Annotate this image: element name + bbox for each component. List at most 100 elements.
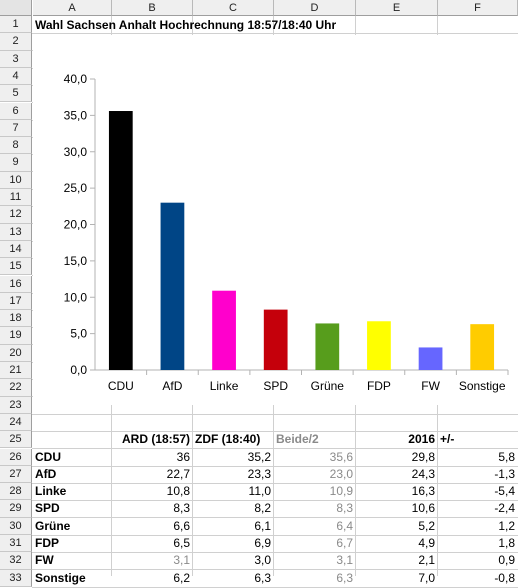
cell-diff[interactable]: -5,4 <box>494 484 515 499</box>
cell-zdf[interactable]: 8,2 <box>254 501 271 516</box>
row-header-24[interactable]: 24 <box>0 413 32 432</box>
cell-diff[interactable]: 1,8 <box>498 536 515 550</box>
row-header-9[interactable]: 9 <box>0 154 32 172</box>
row-header-2[interactable]: 2 <box>0 33 32 51</box>
header-2016[interactable]: 2016 <box>408 432 435 447</box>
cell-beide[interactable]: 6,4 <box>336 518 353 533</box>
row-header-5[interactable]: 5 <box>0 85 32 103</box>
column-header-e[interactable]: E <box>356 0 438 16</box>
header-ard[interactable]: ARD (18:57) <box>121 432 190 447</box>
cell-y2016[interactable]: 10,6 <box>411 501 435 516</box>
cell-ard[interactable]: 22,7 <box>166 466 190 481</box>
cell-ard[interactable]: 6,5 <box>173 536 190 550</box>
row-header-16[interactable]: 16 <box>0 275 32 293</box>
row-header-19[interactable]: 19 <box>0 327 32 345</box>
row-header-26[interactable]: 26 <box>0 448 32 466</box>
cell-y2016[interactable]: 4,9 <box>418 536 435 550</box>
header-diff[interactable]: +/- <box>440 432 455 447</box>
row-header-30[interactable]: 30 <box>0 517 32 535</box>
row-header-12[interactable]: 12 <box>0 206 32 224</box>
row-header-10[interactable]: 10 <box>0 171 32 189</box>
row-header-18[interactable]: 18 <box>0 310 32 328</box>
cell-party[interactable]: AfD <box>35 466 57 481</box>
select-all-corner[interactable] <box>0 0 32 16</box>
cell-zdf[interactable]: 3,0 <box>254 553 271 568</box>
cell-diff[interactable]: -1,3 <box>494 466 515 481</box>
row-header-8[interactable]: 8 <box>0 137 32 155</box>
cell-y2016[interactable]: 5,2 <box>418 518 435 533</box>
column-header-d[interactable]: D <box>274 0 356 16</box>
cell-diff[interactable]: 0,9 <box>498 553 515 568</box>
cell-party[interactable]: Linke <box>35 484 67 499</box>
header-beide[interactable]: Beide/2 <box>276 432 319 447</box>
row-header-14[interactable]: 14 <box>0 240 32 259</box>
cell-diff[interactable]: -0,8 <box>494 570 515 585</box>
cell-diff[interactable]: 1,2 <box>498 518 515 533</box>
cell-beide[interactable]: 3,1 <box>336 553 353 568</box>
row-header-11[interactable]: 11 <box>0 189 32 207</box>
cell-party[interactable]: SPD <box>35 501 60 516</box>
cell-ard[interactable]: 6,6 <box>173 518 190 533</box>
cell-party[interactable]: FW <box>35 553 54 568</box>
cell-ard[interactable]: 6,2 <box>173 570 190 585</box>
row-header-4[interactable]: 4 <box>0 67 32 86</box>
cell-y2016[interactable]: 2,1 <box>418 553 435 568</box>
cell-diff[interactable]: -2,4 <box>494 501 515 516</box>
cell-ard[interactable]: 8,3 <box>173 501 190 516</box>
column-header-f[interactable]: F <box>438 0 518 16</box>
x-tick-label: CDU <box>108 379 134 393</box>
column-header-c[interactable]: C <box>193 0 274 16</box>
cell-zdf[interactable]: 11,0 <box>248 484 271 499</box>
row-header-7[interactable]: 7 <box>0 119 32 138</box>
row-gridline <box>32 517 518 519</box>
cell-y2016[interactable]: 29,8 <box>411 449 435 464</box>
cell-y2016[interactable]: 16,3 <box>411 484 435 499</box>
x-tick-label: FDP <box>367 379 391 393</box>
row-header-17[interactable]: 17 <box>0 292 32 311</box>
row-header-31[interactable]: 31 <box>0 535 32 553</box>
row-header-13[interactable]: 13 <box>0 223 32 241</box>
cell-ard[interactable]: 10,8 <box>166 484 190 499</box>
cell-party[interactable]: CDU <box>35 449 61 464</box>
row-header-3[interactable]: 3 <box>0 50 32 68</box>
cell-party[interactable]: FDP <box>35 536 59 550</box>
cell-beide[interactable]: 35,6 <box>329 449 353 464</box>
row-header-23[interactable]: 23 <box>0 396 32 414</box>
cell-beide[interactable]: 23,0 <box>329 466 353 481</box>
row-header-1[interactable]: 1 <box>0 16 32 34</box>
cell-y2016[interactable]: 7,0 <box>418 570 435 585</box>
cell-party[interactable]: Grüne <box>35 518 71 533</box>
cell-beide[interactable]: 10,9 <box>329 484 353 499</box>
row-header-29[interactable]: 29 <box>0 500 32 518</box>
cell-party[interactable]: Sonstige <box>35 570 86 585</box>
header-zdf[interactable]: ZDF (18:40) <box>195 432 261 447</box>
cell-zdf[interactable]: 6,1 <box>254 518 271 533</box>
row-header-27[interactable]: 27 <box>0 465 32 484</box>
cell-ard[interactable]: 36 <box>176 449 190 464</box>
row-header-25[interactable]: 25 <box>0 431 32 449</box>
cell-ard[interactable]: 3,1 <box>173 553 190 568</box>
row-header-21[interactable]: 21 <box>0 362 32 380</box>
cell-zdf[interactable]: 23,3 <box>247 466 271 481</box>
sheet-title[interactable]: Wahl Sachsen Anhalt Hochrechnung 18:57/1… <box>35 18 337 32</box>
row-header-28[interactable]: 28 <box>0 483 32 501</box>
cell-beide[interactable]: 6,3 <box>336 570 353 585</box>
row-header-20[interactable]: 20 <box>0 344 32 362</box>
cell-beide[interactable]: 6,7 <box>336 536 353 550</box>
bar-chart[interactable]: 0,0 5,0 10,0 15,0 20,0 25,0 30,0 35,0 40,0 CDU AfD… <box>33 35 518 405</box>
row-gridline <box>32 413 518 415</box>
y-tick-label: 30,0 <box>64 145 88 159</box>
column-header-a[interactable]: A <box>33 0 112 16</box>
column-header-b[interactable]: B <box>112 0 193 16</box>
cell-zdf[interactable]: 6,3 <box>254 570 271 585</box>
row-header-33[interactable]: 33 <box>0 569 32 587</box>
cell-diff[interactable]: 5,8 <box>498 449 515 464</box>
cell-zdf[interactable]: 35,2 <box>247 449 271 464</box>
cell-y2016[interactable]: 24,3 <box>411 466 435 481</box>
cell-beide[interactable]: 8,3 <box>336 501 353 516</box>
row-header-6[interactable]: 6 <box>0 102 32 120</box>
row-header-32[interactable]: 32 <box>0 552 32 570</box>
row-header-22[interactable]: 22 <box>0 379 32 397</box>
cell-zdf[interactable]: 6,9 <box>254 536 271 550</box>
row-header-15[interactable]: 15 <box>0 258 32 276</box>
